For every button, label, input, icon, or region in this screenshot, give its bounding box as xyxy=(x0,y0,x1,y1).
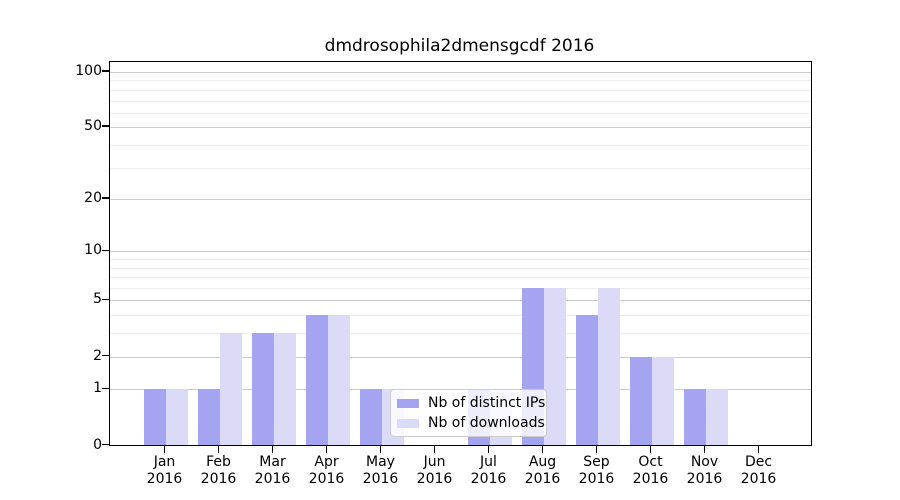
x-tick xyxy=(325,446,328,453)
x-tick xyxy=(217,446,220,453)
major-gridline xyxy=(110,251,811,253)
legend: Nb of distinct IPs Nb of downloads xyxy=(390,389,547,437)
legend-label: Nb of downloads xyxy=(428,415,545,431)
x-tick-label: Feb 2016 xyxy=(200,454,237,487)
x-tick-label: Jun 2016 xyxy=(416,454,453,487)
y-tick xyxy=(102,197,109,199)
x-tick xyxy=(595,446,598,453)
bar-downloads xyxy=(273,333,296,445)
y-tick xyxy=(102,125,109,128)
y-tick-label: 10 xyxy=(84,242,102,259)
y-tick-label: 1 xyxy=(93,380,102,397)
y-tick xyxy=(102,249,109,252)
minor-gridline xyxy=(110,80,811,82)
x-tick-label: Nov 2016 xyxy=(686,454,723,487)
x-tick-label: Oct 2016 xyxy=(632,454,669,487)
bar-distinct-ips xyxy=(575,315,598,445)
x-tick xyxy=(649,446,652,453)
minor-gridline xyxy=(110,277,811,279)
downloads-swatch-icon xyxy=(397,418,419,428)
x-tick xyxy=(433,446,436,453)
x-tick-label: Apr 2016 xyxy=(308,454,345,487)
bar-distinct-ips xyxy=(305,315,328,445)
major-gridline xyxy=(110,356,811,358)
y-tick-label: 20 xyxy=(84,190,102,207)
y-tick-label: 100 xyxy=(75,62,102,79)
x-tick xyxy=(487,446,490,453)
bar-distinct-ips xyxy=(629,356,652,445)
x-tick xyxy=(163,446,166,453)
bar-downloads xyxy=(543,288,566,445)
minor-gridline xyxy=(110,112,811,114)
distinct-ips-swatch-icon xyxy=(397,398,419,408)
chart-title: dmdrosophila2dmensgcdf 2016 xyxy=(324,36,595,56)
bar-distinct-ips xyxy=(251,333,274,445)
x-tick xyxy=(379,446,382,453)
minor-gridline xyxy=(110,100,811,102)
bar-downloads xyxy=(651,356,674,445)
legend-label: Nb of distinct IPs xyxy=(428,395,546,411)
bar-distinct-ips xyxy=(143,389,166,445)
y-tick xyxy=(102,298,109,301)
minor-gridline xyxy=(110,315,811,317)
x-tick-label: Jan 2016 xyxy=(146,454,183,487)
minor-gridline xyxy=(110,89,811,91)
x-tick xyxy=(703,446,706,453)
bar-distinct-ips xyxy=(359,389,382,445)
y-tick-label: 5 xyxy=(93,291,102,308)
bar-distinct-ips xyxy=(683,389,706,445)
x-tick-label: May 2016 xyxy=(362,454,399,487)
y-tick-label: 50 xyxy=(84,118,102,135)
x-tick-label: Aug 2016 xyxy=(524,454,561,487)
bar-downloads xyxy=(165,389,188,445)
legend-item: Nb of downloads xyxy=(397,415,545,431)
minor-gridline xyxy=(110,144,811,146)
bar-downloads xyxy=(219,333,242,445)
bar-downloads xyxy=(597,288,620,445)
x-tick-label: Mar 2016 xyxy=(254,454,291,487)
minor-gridline xyxy=(110,288,811,290)
x-tick-label: Jul 2016 xyxy=(470,454,507,487)
major-gridline xyxy=(110,199,811,201)
major-gridline xyxy=(110,300,811,302)
x-tick xyxy=(757,446,760,453)
y-tick xyxy=(102,443,109,446)
y-tick xyxy=(102,387,109,390)
x-tick-label: Sep 2016 xyxy=(578,454,615,487)
y-tick xyxy=(102,70,109,72)
minor-gridline xyxy=(110,333,811,335)
bar-downloads xyxy=(327,315,350,445)
y-tick-label: 2 xyxy=(93,347,102,364)
y-tick xyxy=(102,354,109,357)
bar-downloads xyxy=(705,389,728,445)
y-tick-label: 0 xyxy=(93,436,102,453)
x-tick xyxy=(271,446,274,453)
plot-area: Nb of distinct IPs Nb of downloads xyxy=(109,61,812,446)
legend-item: Nb of distinct IPs xyxy=(397,395,545,411)
bar-distinct-ips xyxy=(197,389,220,445)
minor-gridline xyxy=(110,167,811,169)
major-gridline xyxy=(110,127,811,129)
minor-gridline xyxy=(110,259,811,261)
x-tick xyxy=(541,446,544,453)
x-tick-label: Dec 2016 xyxy=(740,454,777,487)
major-gridline xyxy=(110,71,811,73)
minor-gridline xyxy=(110,267,811,269)
